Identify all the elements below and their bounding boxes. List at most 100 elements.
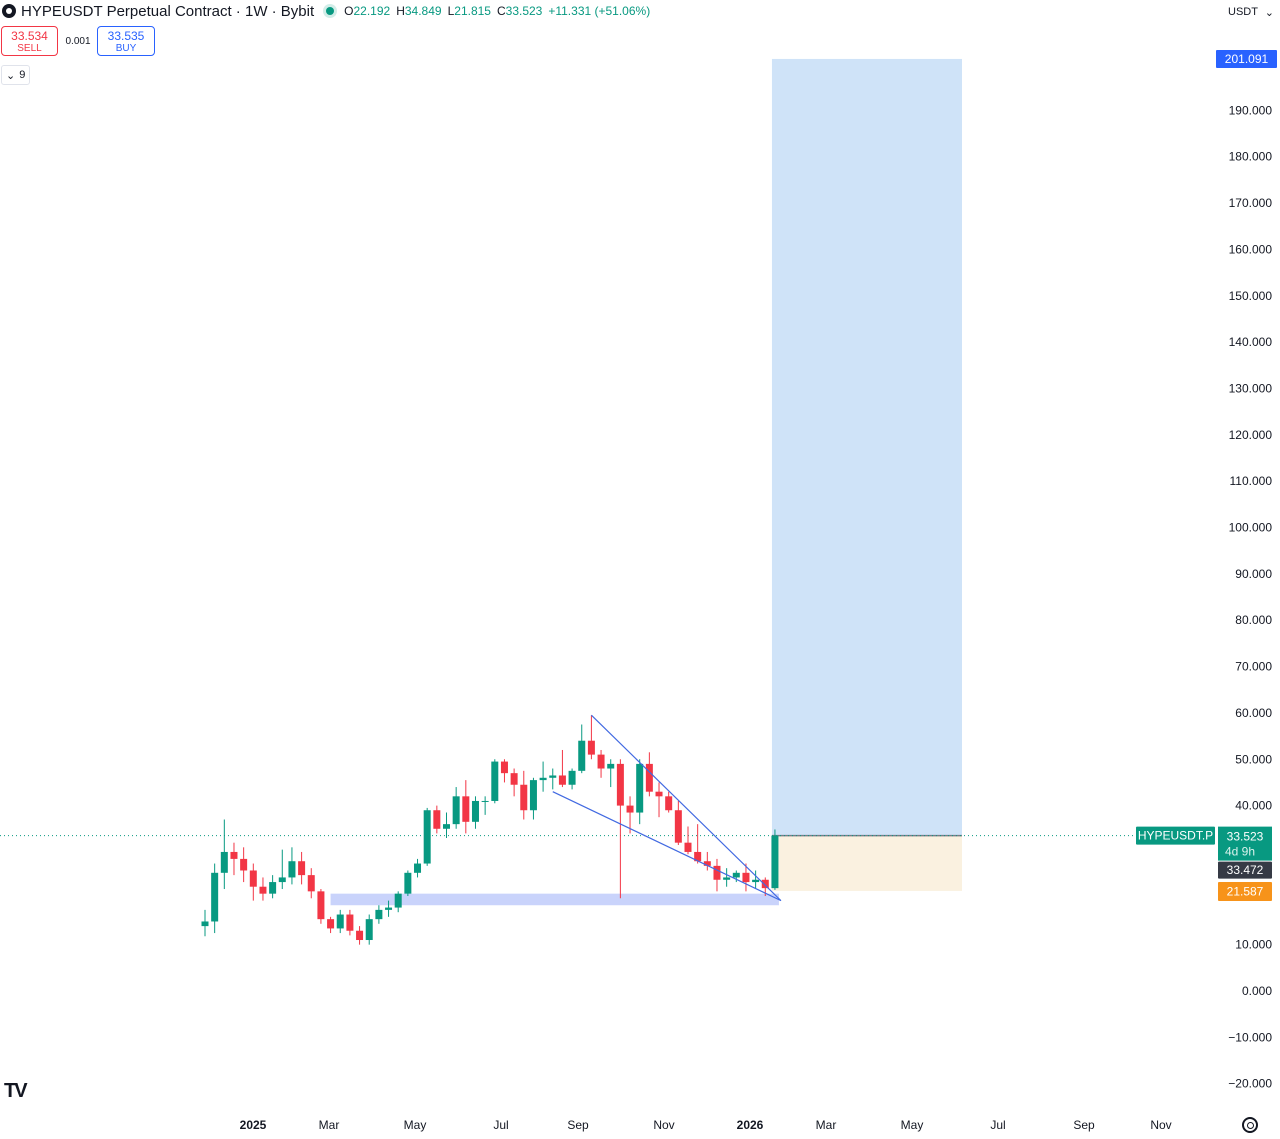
y-axis-tick-label: 180.000 <box>1229 150 1273 164</box>
candle-body <box>288 861 296 878</box>
y-axis-tick-label: −10.000 <box>1228 1030 1272 1044</box>
target-price-label-bg <box>1216 49 1277 68</box>
candle-body <box>356 930 364 941</box>
last-price-label: 33.523 <box>1227 830 1264 844</box>
y-axis-tick-label: 190.000 <box>1229 103 1273 117</box>
candle-body <box>327 919 335 929</box>
x-axis-tick-label: Mar <box>319 1118 340 1132</box>
stop-price-label: 21.587 <box>1227 884 1264 898</box>
y-axis-tick-label: 50.000 <box>1235 752 1272 766</box>
candle-body <box>404 872 412 894</box>
chevron-down-icon: ⌄ <box>6 69 16 82</box>
candle-body <box>423 810 431 864</box>
candle-body <box>674 810 682 843</box>
y-axis-tick-label: 0.000 <box>1242 984 1272 998</box>
y-axis-tick-label: −20.000 <box>1228 1077 1272 1091</box>
symbol-price-tag-bg <box>1136 826 1215 845</box>
y-axis-tick-label: 130.000 <box>1229 381 1273 395</box>
candle-body <box>491 761 499 801</box>
wedge-trendline <box>552 791 782 902</box>
candle-body <box>510 773 518 785</box>
x-axis-tick-label: Sep <box>1073 1118 1095 1132</box>
buy-label: BUY <box>115 43 137 54</box>
y-axis-tick-label: 110.000 <box>1230 474 1273 488</box>
candle-body <box>249 870 257 887</box>
x-axis-tick-label: May <box>404 1118 427 1132</box>
symbol-price-tag: HYPEUSDT.P <box>1138 829 1213 843</box>
candle-body <box>500 761 508 774</box>
candle-body <box>317 891 325 920</box>
candle-body <box>278 877 286 883</box>
candle-body <box>587 740 595 755</box>
x-axis-tick-label: Jul <box>990 1118 1005 1132</box>
candle-body <box>433 810 441 829</box>
prev-close-price-label: 33.472 <box>1227 863 1264 877</box>
candle-body <box>481 800 489 802</box>
chart-header: HYPEUSDT Perpetual Contract · 1W · Bybit… <box>0 0 650 22</box>
spread-value: 0.001 <box>65 36 91 47</box>
candle-body <box>336 914 344 929</box>
candle-body <box>694 851 702 862</box>
x-axis-tick-label: Mar <box>816 1118 837 1132</box>
candle-body <box>201 921 209 927</box>
x-axis-tick-label: Nov <box>653 1118 674 1132</box>
x-axis-tick-label: 2025 <box>240 1118 267 1132</box>
candle-body <box>616 763 624 806</box>
buy-button[interactable]: 33.535 BUY <box>97 26 155 56</box>
y-axis-tick-label: 70.000 <box>1235 660 1272 674</box>
y-axis-tick-label: 40.000 <box>1235 799 1272 813</box>
indicators-toggle[interactable]: ⌄ 9 <box>1 65 31 85</box>
sell-button[interactable]: 33.534 SELL <box>1 26 58 56</box>
candle-body <box>471 800 479 822</box>
settings-gear-icon[interactable] <box>1242 1117 1258 1133</box>
target-price-label: 201.091 <box>1225 52 1269 66</box>
market-open-status-icon <box>326 7 335 15</box>
y-axis-tick-label: 10.000 <box>1235 938 1272 952</box>
tradingview-logo-icon[interactable]: TV <box>4 1080 28 1102</box>
candle-body <box>385 907 393 910</box>
candle-body <box>307 875 315 892</box>
candle-body <box>752 879 760 883</box>
stop-zone <box>771 835 962 891</box>
candle-body <box>520 784 528 811</box>
ohlc-low: L21.815 <box>447 4 491 18</box>
candle-body <box>346 914 354 931</box>
chevron-down-icon: ⌄ <box>1264 6 1274 19</box>
x-axis-tick-label: Jul <box>493 1118 508 1132</box>
candle-body <box>578 740 586 771</box>
candle-body <box>771 835 779 889</box>
candle-body <box>529 780 537 811</box>
sell-price: 33.534 <box>11 29 48 43</box>
candle-body <box>636 763 644 813</box>
y-axis-tick-label: 120.000 <box>1229 428 1273 442</box>
candle-body <box>269 882 277 894</box>
candle-body <box>703 861 711 866</box>
candle-body <box>626 805 634 813</box>
y-axis-tick-label: 140.000 <box>1229 335 1273 349</box>
ohlc-open: O22.192 <box>344 4 391 18</box>
candle-body <box>462 796 470 822</box>
x-axis-tick-label: Nov <box>1150 1118 1171 1132</box>
candle-body <box>761 879 769 889</box>
stop-price-label-bg <box>1218 881 1272 901</box>
price-change: +11.331 (+51.06%) <box>548 4 651 18</box>
x-axis-tick-label: Sep <box>567 1118 589 1132</box>
ohlc-close: C33.523 <box>496 4 543 18</box>
support-zone <box>330 893 779 906</box>
y-axis-tick-label: 170.000 <box>1229 196 1273 210</box>
candle-body <box>558 775 566 785</box>
x-axis-tick-label: May <box>901 1118 924 1132</box>
symbol-logo-icon <box>2 4 16 18</box>
ohlc-high: H34.849 <box>396 4 442 18</box>
candle-body <box>298 861 306 876</box>
candle-body <box>684 842 692 852</box>
symbol-title[interactable]: HYPEUSDT Perpetual Contract · 1W · Bybit <box>21 2 315 20</box>
wedge-trendline <box>590 714 782 902</box>
currency-selector[interactable]: USDT ⌄ <box>1222 2 1278 22</box>
y-axis-tick-label: 100.000 <box>1229 521 1273 535</box>
candle-body <box>645 763 653 792</box>
candle-body <box>211 872 219 922</box>
candle-body <box>452 796 460 825</box>
candle-body <box>568 770 576 785</box>
